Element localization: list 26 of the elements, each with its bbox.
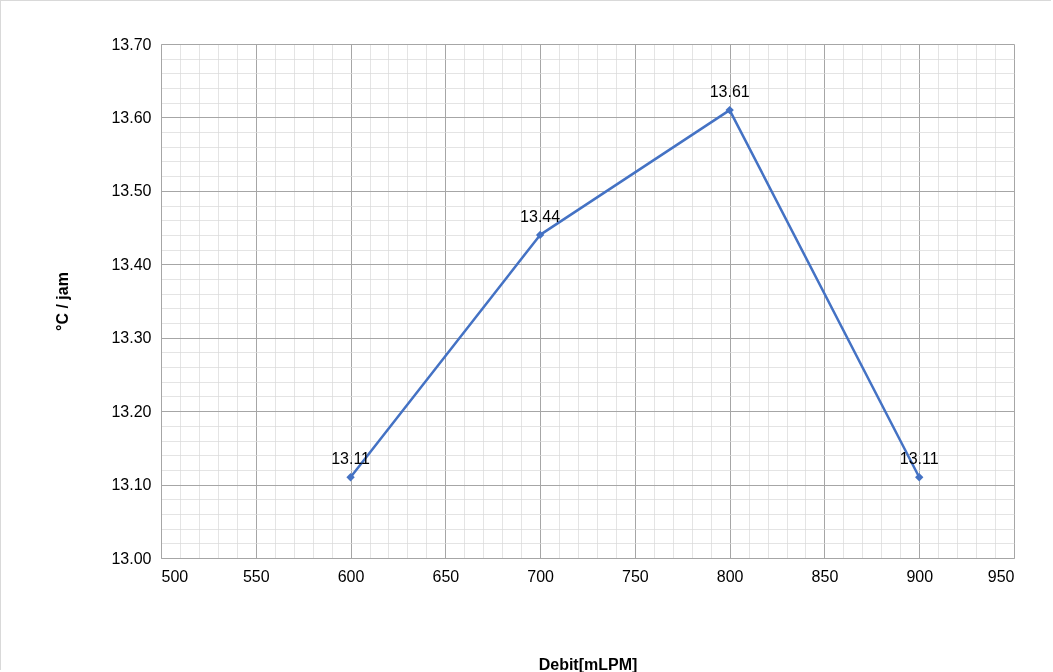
x-tick-label: 950 <box>987 567 1015 585</box>
x-tick-label: 600 <box>337 567 365 585</box>
point <box>915 473 924 482</box>
y-tick-label: 13.30 <box>111 329 152 347</box>
y-tick-label: 13.40 <box>111 255 152 273</box>
y-tick-label: 13.70 <box>111 35 152 53</box>
x-axis-title: Debit[mLPM] <box>538 655 638 672</box>
x-tick-label: 800 <box>716 567 744 585</box>
x-tick-label: 850 <box>811 567 839 585</box>
y-axis-title: °C / jam <box>54 272 72 331</box>
x-tick-label: 500 <box>161 567 189 585</box>
y-tick-label: 13.10 <box>111 476 152 494</box>
y-tick-label: 13.00 <box>111 549 152 567</box>
x-tick-label: 900 <box>906 567 934 585</box>
y-tick-label: 13.20 <box>111 402 152 420</box>
y-tick-label: 13.60 <box>111 108 152 126</box>
data-label: 13.61 <box>709 83 750 101</box>
data-label: 13.44 <box>520 207 561 225</box>
x-tick-label: 750 <box>622 567 649 585</box>
point <box>725 105 734 115</box>
point <box>346 473 355 482</box>
x-tick-label: 650 <box>432 567 460 585</box>
point <box>535 230 545 240</box>
x-tick-label: 700 <box>527 567 555 585</box>
y-tick-label: 13.50 <box>111 182 152 200</box>
x-tick-label: 550 <box>242 567 270 585</box>
